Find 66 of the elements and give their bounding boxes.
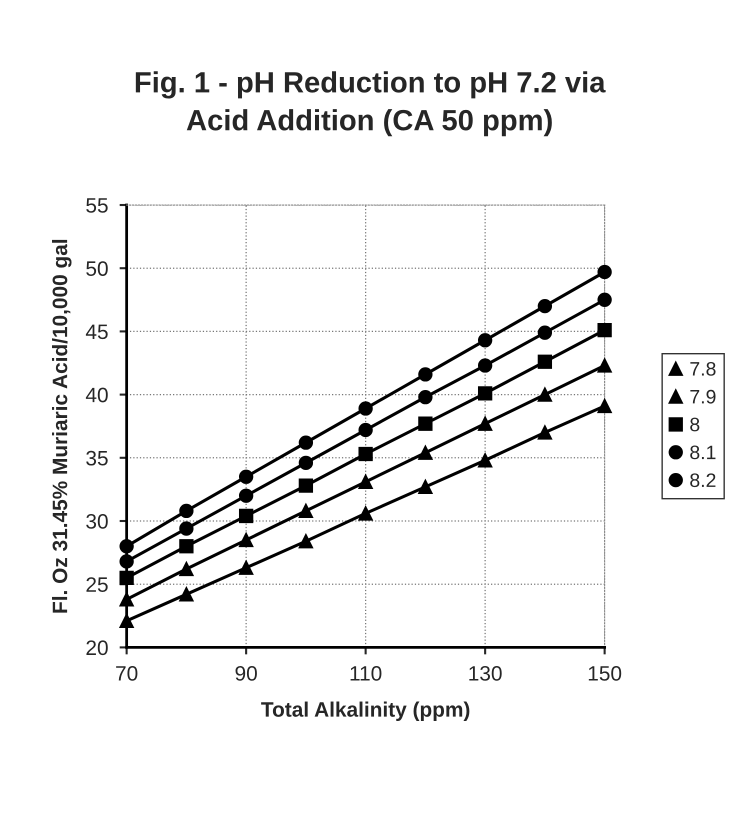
point [478, 358, 492, 373]
x-axis-title: Total Alkalinity (ppm) [261, 702, 470, 721]
point [238, 508, 254, 524]
point [358, 474, 373, 489]
point [298, 504, 314, 518]
y-axis-title: Fl. Oz 31.45% Muriaric Acid/10,000 gal [52, 240, 72, 613]
y-tick-label: 35 [86, 450, 108, 466]
point [238, 488, 254, 503]
x-tick-label: 150 [588, 666, 622, 681]
legend-label: 7.8 [690, 362, 716, 376]
point [298, 435, 314, 450]
point [418, 390, 433, 404]
point [597, 264, 612, 280]
point [478, 453, 492, 468]
point [358, 446, 373, 462]
legend-label: 8.1 [690, 446, 716, 460]
point [119, 614, 134, 628]
y-tick-label: 45 [86, 324, 108, 340]
point [478, 386, 492, 400]
point [119, 570, 134, 586]
point [119, 539, 134, 554]
point [597, 322, 612, 338]
y-tick-label: 55 [86, 198, 108, 213]
point [538, 298, 552, 314]
x-tick-label: 110 [350, 666, 382, 681]
y-tick-label: 20 [86, 640, 108, 656]
chart-title: Fig. 1 - pH Reduction to pH 7.2 via Acid Addition (CA 50 ppm) [136, 71, 606, 136]
point [358, 401, 373, 416]
point [538, 387, 552, 402]
point [298, 478, 314, 493]
x-tick-label: 130 [469, 666, 502, 681]
point [119, 554, 134, 569]
point [298, 534, 314, 548]
y-tick-label: 30 [86, 514, 108, 529]
legend-label: 8 [690, 418, 700, 432]
x-tick-label: 70 [116, 666, 138, 681]
point [478, 416, 492, 431]
point [179, 539, 194, 554]
legend-label: 7.9 [690, 390, 716, 404]
point [119, 592, 134, 607]
y-tick-label: 25 [86, 577, 108, 592]
point [358, 506, 373, 521]
point [478, 333, 492, 348]
point [358, 422, 373, 438]
point [238, 532, 254, 548]
point [238, 470, 254, 484]
point [179, 521, 194, 536]
point [538, 354, 552, 369]
point [597, 398, 612, 414]
legend-label: 8.2 [690, 473, 716, 488]
y-tick-label: 40 [86, 388, 108, 402]
point [179, 562, 194, 576]
point [538, 326, 552, 340]
point [418, 446, 433, 460]
point [418, 367, 433, 382]
point [179, 587, 194, 602]
point [418, 416, 433, 431]
y-tick-label: 50 [86, 261, 108, 276]
point [238, 560, 254, 575]
point [298, 456, 314, 470]
point [597, 292, 612, 307]
point [179, 504, 194, 518]
point [538, 425, 552, 440]
x-tick-label: 90 [236, 666, 257, 681]
point [597, 358, 612, 373]
point [418, 480, 433, 494]
